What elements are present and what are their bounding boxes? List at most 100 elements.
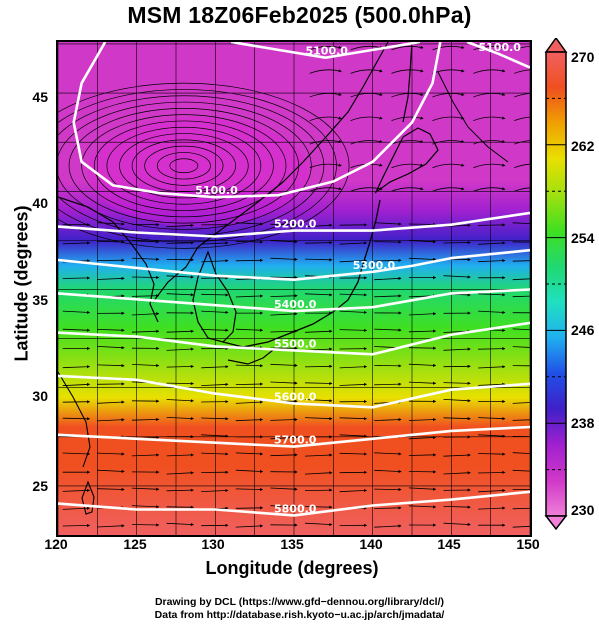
- streamline: [391, 187, 424, 192]
- data-credits: Drawing by DCL (https://www.gfd−dennou.o…: [0, 596, 599, 622]
- streamline: [97, 346, 125, 350]
- streamline: [201, 365, 229, 369]
- streamline: [391, 139, 424, 145]
- streamline: [58, 89, 337, 243]
- x-tick-label: 150: [516, 536, 540, 552]
- colorbar-tick-marks: [546, 97, 566, 471]
- streamline: [512, 260, 530, 262]
- contour-label: 5100.0: [479, 42, 522, 54]
- height-contours: 5100.0 5100.0 5100.0 5200.0 5300.0 5400.0 5500…: [58, 42, 530, 517]
- streamline: [304, 223, 333, 227]
- streamline: [235, 328, 264, 332]
- streamline: [478, 434, 506, 438]
- streamline: [201, 382, 229, 387]
- streamline: [97, 452, 125, 456]
- streamline: [166, 416, 194, 421]
- streamline: [478, 452, 506, 456]
- streamline: [374, 469, 402, 474]
- contour-label: 5600.0: [274, 390, 317, 403]
- streamline: [350, 116, 383, 121]
- streamline: [408, 363, 437, 367]
- streamline: [97, 276, 125, 281]
- map-plot-area: 5100.0 5100.0 5100.0 5200.0 5300.0 5400.0 5500…: [56, 40, 532, 537]
- streamline: [166, 241, 194, 245]
- streamline: [432, 163, 465, 169]
- streamline: [374, 240, 402, 244]
- contour-label: 5200.0: [274, 218, 317, 231]
- streamline: [166, 293, 194, 297]
- streamline: [166, 522, 194, 527]
- streamline: [235, 452, 264, 456]
- streamline: [408, 381, 437, 385]
- cold-core-shading: [88, 117, 308, 227]
- streamline: [235, 487, 264, 492]
- streamline: [131, 139, 237, 192]
- streamline: [478, 310, 506, 314]
- streamline: [201, 488, 229, 493]
- streamline: [512, 328, 530, 331]
- streamline: [408, 329, 437, 333]
- streamline: [97, 400, 125, 404]
- streamline: [473, 69, 506, 74]
- streamline: [443, 505, 471, 509]
- streamline: [374, 418, 402, 422]
- contour-label: 5700.0: [274, 434, 317, 447]
- streamline: [309, 116, 342, 121]
- streamline: [166, 488, 194, 492]
- streamline: [309, 69, 342, 74]
- streamline: [374, 276, 402, 281]
- streamline: [166, 223, 194, 228]
- streamline: [443, 223, 471, 227]
- streamline: [473, 139, 506, 145]
- streamline: [408, 435, 437, 440]
- streamline: [478, 506, 506, 510]
- streamline: [270, 240, 298, 244]
- streamline: [514, 140, 530, 145]
- streamline: [408, 346, 437, 350]
- streamline: [304, 522, 333, 527]
- streamline: [408, 240, 437, 244]
- streamline: [201, 259, 229, 263]
- streamline: [166, 364, 194, 369]
- height-contour-line: [58, 288, 530, 313]
- streamline: [512, 222, 530, 225]
- streamline: [339, 328, 368, 332]
- streamline: [235, 469, 264, 474]
- credit-data-source: Data from http://database.rish.kyoto−u.a…: [154, 609, 445, 621]
- streamline: [350, 92, 383, 98]
- streamline: [339, 293, 368, 297]
- streamline: [201, 417, 229, 421]
- streamline: [339, 310, 368, 314]
- streamline: [512, 469, 530, 472]
- y-tick-label: 45: [32, 89, 48, 105]
- streamline: [270, 435, 298, 440]
- streamline: [304, 381, 333, 386]
- streamline: [432, 116, 465, 121]
- streamline: [473, 45, 506, 51]
- streamline: [270, 381, 298, 385]
- streamline: [169, 158, 199, 174]
- streamline: [97, 328, 125, 332]
- streamline: [514, 69, 530, 74]
- streamline: [309, 45, 342, 51]
- streamline: [309, 187, 342, 192]
- streamline: [62, 276, 91, 280]
- y-axis-label: Latitude (degrees): [11, 205, 32, 362]
- streamline: [350, 69, 383, 74]
- streamline: [432, 45, 465, 51]
- streamline: [374, 328, 402, 332]
- streamline: [304, 471, 333, 475]
- contour-label: 5300.0: [353, 259, 396, 272]
- height-contour-line: [58, 321, 530, 356]
- streamline: [201, 310, 229, 314]
- streamline: [62, 452, 91, 456]
- streamline: [270, 417, 298, 422]
- streamline: [166, 329, 194, 333]
- streamline: [443, 399, 471, 403]
- streamline: [97, 364, 125, 368]
- streamline: [235, 258, 264, 262]
- streamline: [473, 92, 506, 98]
- height-contour-line: [58, 490, 530, 517]
- streamline: [339, 488, 368, 493]
- contour-label: 5100.0: [195, 184, 238, 197]
